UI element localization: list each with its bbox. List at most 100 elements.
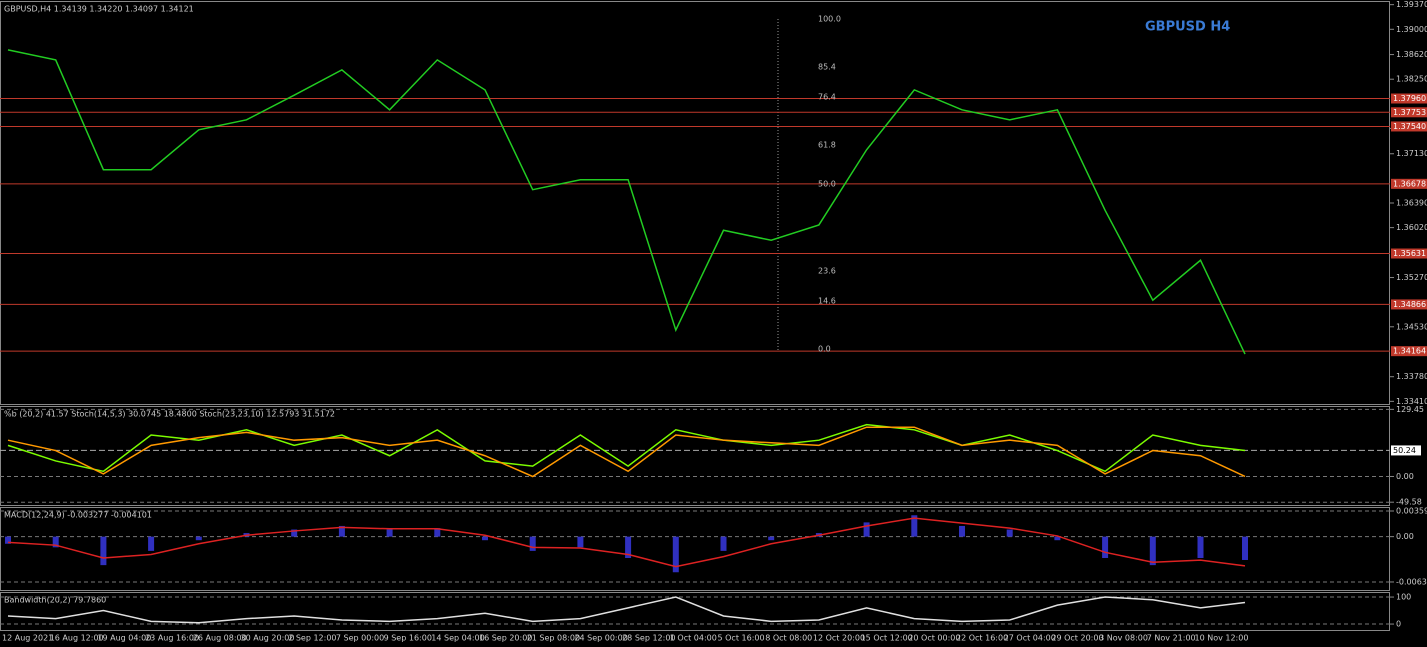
macd-bar <box>5 536 11 544</box>
y-tick-label: 1.33410 <box>1396 397 1427 406</box>
y-tick-label: 0.003599 <box>1396 506 1427 515</box>
fib-label: 50.0 <box>818 180 836 189</box>
y-tick-label: 0.00 <box>1396 472 1414 481</box>
x-tick-label: 21 Sep 08:00 <box>527 634 580 643</box>
indicator-line <box>7 423 1246 473</box>
indicator-line <box>7 426 1246 478</box>
y-tick-label: 100 <box>1396 593 1411 602</box>
x-tick-label: 14 Sep 04:00 <box>431 634 484 643</box>
x-tick-label: 7 Nov 21:00 <box>1147 634 1196 643</box>
panel-header: GBPUSD,H4 1.34139 1.34220 1.34097 1.3412… <box>4 5 194 14</box>
macd-bar <box>672 536 679 573</box>
y-tick-label: 129.45 <box>1396 405 1424 414</box>
y-tick-label: 1.36390 <box>1396 199 1427 208</box>
x-tick-label: 29 Oct 20:00 <box>1051 634 1103 643</box>
price-level-label: 1.37960 <box>1393 94 1426 103</box>
y-tick-label: 1.38250 <box>1396 75 1427 84</box>
y-tick-label: 1.33780 <box>1396 372 1427 381</box>
x-tick-label: 27 Oct 04:00 <box>1004 634 1056 643</box>
panel-header: MACD(12,24,9) -0.003277 -0.004101 <box>4 511 152 520</box>
y-tick-label: 1.39370 <box>1396 0 1427 9</box>
fib-label: 0.0 <box>818 345 831 354</box>
y-tick-label: 1.38620 <box>1396 50 1427 59</box>
x-tick-label: 20 Oct 00:00 <box>908 634 960 643</box>
stoch-panel-frame <box>0 406 1390 506</box>
y-tick-label: 0 <box>1396 620 1401 629</box>
macd-bar <box>1006 529 1013 537</box>
x-tick-label: 15 Oct 12:00 <box>861 634 913 643</box>
x-tick-label: 9 Sep 16:00 <box>384 634 432 643</box>
macd-bar <box>625 536 632 559</box>
x-tick-label: 12 Oct 20:00 <box>813 634 865 643</box>
y-tick-label: 1.39000 <box>1396 25 1427 34</box>
macd-bar <box>720 536 727 551</box>
macd-bar <box>291 529 298 537</box>
price-level-label: 1.34866 <box>1393 300 1426 309</box>
x-tick-label: 28 Sep 12:00 <box>622 634 675 643</box>
chart-title: GBPUSD H4 <box>1145 20 1230 35</box>
panel-header: Bandwidth(20,2) 79.7860 <box>4 596 106 605</box>
price-level-label: 1.35631 <box>1393 249 1426 258</box>
y-tick-label: 1.37130 <box>1396 149 1427 158</box>
macd-bar <box>195 536 202 541</box>
y-tick-label: 1.34530 <box>1396 322 1427 331</box>
price-level-label: 1.36678 <box>1393 179 1426 188</box>
x-tick-label: 10 Nov 12:00 <box>1195 634 1249 643</box>
fib-label: 23.6 <box>818 267 836 276</box>
macd-bar <box>1149 536 1156 566</box>
price-level-tag <box>1391 107 1427 118</box>
price-line <box>7 49 1246 355</box>
marker-label: 50.24 <box>1393 446 1416 455</box>
price-level-tag <box>1391 93 1427 104</box>
price-level-tag <box>1391 346 1427 357</box>
macd-bar <box>959 525 965 537</box>
macd-bar <box>863 522 870 537</box>
macd-bar <box>434 528 441 537</box>
x-tick-label: 16 Sep 20:00 <box>479 634 532 643</box>
price-level-label: 1.37753 <box>1393 108 1426 117</box>
x-tick-label: 16 Aug 12:00 <box>50 634 104 643</box>
price-level-label: 1.34164 <box>1393 347 1426 356</box>
x-tick-label: 26 Aug 08:00 <box>193 634 247 643</box>
x-tick-label: 22 Oct 16:00 <box>956 634 1008 643</box>
fib-label: 85.4 <box>818 63 836 72</box>
signal-line <box>7 517 1246 568</box>
x-tick-label: 1 Oct 04:00 <box>670 634 717 643</box>
fib-label: 14.6 <box>818 296 836 305</box>
macd-bar <box>1197 536 1204 559</box>
fib-label: 61.8 <box>818 141 836 150</box>
macd-bar <box>529 536 536 551</box>
price-level-label: 1.37540 <box>1393 122 1426 131</box>
price-level-tag <box>1391 299 1427 310</box>
x-tick-label: 23 Aug 16:00 <box>145 634 199 643</box>
macd-bar <box>338 525 345 537</box>
macd-bar <box>1102 536 1109 559</box>
panel-header: %b (20,2) 41.57 Stoch(14,5,3) 30.0745 18… <box>4 410 335 419</box>
macd-bar <box>577 536 584 548</box>
x-tick-label: 8 Oct 08:00 <box>765 634 812 643</box>
x-tick-label: 19 Aug 04:00 <box>97 634 151 643</box>
y-tick-label: 0.00 <box>1396 532 1414 541</box>
x-tick-label: 12 Aug 2021 <box>2 634 53 643</box>
main-panel-frame <box>0 1 1390 405</box>
fib-label: 76.4 <box>818 92 836 101</box>
y-tick-label: -49.58 <box>1396 498 1422 507</box>
x-tick-label: 3 Nov 08:00 <box>1099 634 1148 643</box>
macd-bar <box>100 536 107 566</box>
macd-bar <box>1054 536 1061 541</box>
macd-bar <box>52 536 59 548</box>
x-tick-label: 5 Oct 16:00 <box>718 634 765 643</box>
marker-tag <box>1391 445 1421 456</box>
bandwidth-panel-frame <box>0 592 1390 631</box>
macd-bar <box>768 536 775 541</box>
macd-bar <box>386 529 393 537</box>
x-tick-label: 30 Aug 20:00 <box>241 634 295 643</box>
fib-label: 100.0 <box>818 15 841 24</box>
macd-bar <box>911 515 918 537</box>
indicator-line <box>7 596 1246 624</box>
y-tick-label: 1.36020 <box>1396 223 1427 232</box>
x-tick-label: 7 Sep 00:00 <box>336 634 384 643</box>
